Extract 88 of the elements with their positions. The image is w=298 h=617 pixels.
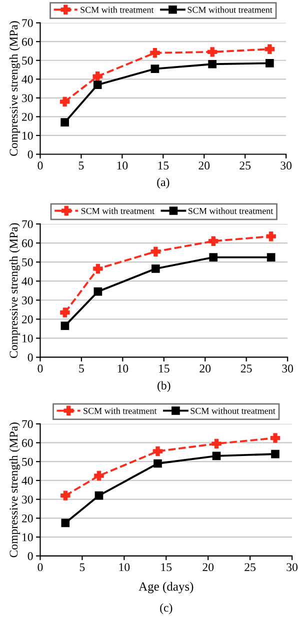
x-tick-label: 25 [244,563,256,572]
y-tick-label: 60 [22,239,33,248]
point [60,96,70,107]
point [60,322,70,330]
point [151,264,160,273]
x-axis-title: Age (days) [138,582,194,594]
point [264,44,275,54]
y-axis-title: Compressive strength (MPa) [9,21,20,156]
legend-label: SCM without treatment [188,208,274,214]
point [266,59,274,68]
y-tick-label: 40 [22,277,33,286]
y-tick-label: 50 [22,458,33,466]
point [60,490,70,500]
y-tick-label: 50 [22,258,33,266]
point [208,60,216,68]
y-tick-label: 30 [22,496,33,504]
y-tick-label: 70 [22,19,33,28]
point [94,287,102,296]
point [94,470,104,481]
point [150,246,161,256]
point [266,231,276,242]
y-tick-label: 60 [22,438,33,447]
y-tick-label: 10 [22,533,33,542]
x-tick-label: 5 [79,364,84,372]
x-tick-label: 0 [38,364,43,372]
x-tick-label: 15 [161,563,172,572]
point [212,452,221,460]
point [152,446,163,456]
text: (c) [160,603,172,614]
y-tick-label: 10 [22,334,33,342]
point [60,308,70,318]
y-tick-label: 0 [28,552,33,560]
y-tick-label: 0 [28,353,33,362]
point [207,47,218,57]
point [93,80,102,89]
point [271,450,280,458]
legend-label: SCM with treatment [80,6,154,13]
point [150,64,160,73]
x-tick-label: 5 [80,563,85,572]
x-tick-label: 25 [240,162,251,170]
point [209,253,218,262]
x-tick-label: 20 [198,162,210,170]
point [93,264,103,274]
y-tick-label: 50 [22,56,33,65]
y-tick-label: 40 [22,75,33,84]
x-tick-label: 10 [119,563,130,572]
x-tick-label: 30 [282,364,294,372]
legend-label: SCM with treatment [81,208,154,214]
legend-label: SCM without treatment [190,408,276,414]
point [270,433,280,443]
y-tick-label: 70 [22,420,33,428]
x-tick-label: 30 [286,563,298,572]
x-tick-label: 20 [200,364,211,372]
legend-label: SCM without treatment [188,6,272,13]
point [94,491,104,500]
text: (b) [158,381,170,392]
y-tick-label: 20 [22,315,33,324]
x-tick-label: 15 [158,162,169,170]
y-tick-label: 60 [22,38,33,46]
point [150,48,160,58]
x-tick-label: 30 [280,162,292,170]
x-tick-label: 10 [118,364,128,372]
text: (a) [157,178,170,189]
point [154,459,162,468]
x-tick-label: 10 [117,162,128,170]
point [92,71,102,82]
x-tick-label: 15 [159,364,170,372]
y-axis-title: Compressive strength (MPa) [9,422,20,558]
y-tick-label: 10 [22,132,33,140]
point [212,438,222,449]
point [208,236,218,246]
x-tick-label: 20 [202,563,214,572]
y-tick-label: 70 [22,220,33,228]
x-tick-label: 5 [78,162,84,170]
x-tick-label: 0 [38,563,43,572]
x-tick-label: 25 [240,364,252,372]
y-tick-label: 30 [22,296,33,304]
point [60,118,69,126]
point [266,253,276,262]
legend-label: SCM with treatment [84,408,157,414]
y-axis-title: Compressive strength (MPa) [9,223,20,358]
y-tick-label: 30 [22,94,33,102]
y-tick-label: 40 [22,476,33,485]
y-tick-label: 20 [22,514,33,522]
x-tick-label: 0 [38,162,43,170]
point [61,518,70,528]
y-tick-label: 20 [22,112,33,121]
y-tick-label: 0 [28,150,33,158]
